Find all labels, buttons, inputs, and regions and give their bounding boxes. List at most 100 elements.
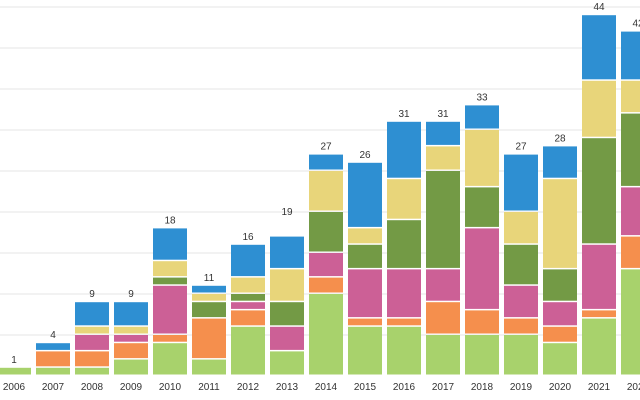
bar-segment — [621, 113, 640, 186]
bar-segment — [270, 302, 304, 326]
total-labels: 1 4 9 9 18 11 16 19 27 26 31 31 33 27 28 44 42 — [11, 2, 640, 366]
bar-segment — [543, 269, 577, 301]
bar-segment — [348, 269, 382, 318]
bar-segment — [465, 310, 499, 334]
bar-segment — [231, 326, 265, 375]
bar-segment — [621, 31, 640, 80]
bar-segment — [504, 318, 538, 334]
bar-segment — [504, 212, 538, 244]
bar-segment — [192, 318, 226, 359]
total-label: 44 — [593, 2, 605, 13]
bar-segment — [75, 326, 109, 334]
total-label: 28 — [554, 133, 566, 144]
bar-segment — [114, 359, 148, 375]
total-label: 33 — [476, 92, 488, 103]
bar-segment — [543, 326, 577, 342]
total-label: 31 — [437, 109, 449, 120]
x-tick-label: 2016 — [393, 382, 416, 393]
x-tick-label: 2008 — [81, 382, 104, 393]
bar-segment — [192, 285, 226, 293]
bar-segment — [192, 359, 226, 375]
bar-segment — [270, 236, 304, 268]
bar-segment — [309, 171, 343, 211]
bar-segment — [231, 277, 265, 293]
bar-segment — [582, 318, 616, 375]
bar-segment — [465, 130, 499, 186]
bar-segment — [270, 326, 304, 350]
total-label: 27 — [515, 142, 527, 153]
bar-segment — [153, 343, 187, 375]
total-label: 27 — [320, 142, 332, 153]
bar-segment — [348, 244, 382, 268]
x-tick-label: 2017 — [432, 382, 455, 393]
bar-segment — [543, 302, 577, 326]
total-label: 18 — [164, 215, 176, 226]
bar-segment — [114, 326, 148, 334]
x-tick-label: 2022 — [627, 382, 640, 393]
bar-segment — [621, 269, 640, 375]
bar-segment — [504, 335, 538, 375]
bar-segment — [621, 80, 640, 113]
bar-segment — [387, 318, 421, 326]
bar-segment — [348, 318, 382, 326]
bar-segment — [387, 121, 421, 178]
bar-segment — [192, 302, 226, 318]
bar-segment — [543, 343, 577, 375]
x-tick-label: 2010 — [159, 382, 182, 393]
bar-segment — [153, 261, 187, 277]
bar-segment — [465, 105, 499, 129]
bar-segment — [465, 335, 499, 375]
bar-segments — [0, 15, 640, 375]
bar-segment — [426, 171, 460, 268]
bar-segment — [270, 269, 304, 301]
bar-segment — [426, 121, 460, 145]
total-label: 31 — [398, 109, 410, 120]
x-tick-label: 2018 — [471, 382, 494, 393]
x-tick-label: 2012 — [237, 382, 260, 393]
bar-segment — [387, 179, 421, 219]
bar-segment — [36, 343, 70, 350]
bar-segment — [543, 179, 577, 268]
bar-segment — [231, 244, 265, 277]
bar-segment — [75, 367, 109, 375]
x-axis-tick-labels: 2006 2007 2008 2009 2010 2011 2012 2013 2014 2015… — [3, 382, 640, 393]
bar-segment — [504, 154, 538, 211]
total-label: 4 — [50, 330, 56, 341]
bar-segment — [465, 228, 499, 309]
bar-segment — [114, 302, 148, 326]
bar-segment — [348, 162, 382, 227]
total-label: 9 — [128, 289, 134, 300]
bar-segment — [582, 310, 616, 318]
bar-segment — [231, 310, 265, 326]
bar-segment — [504, 285, 538, 318]
bar-segment — [309, 277, 343, 293]
bar-segment — [387, 326, 421, 375]
bar-segment — [114, 343, 148, 359]
x-tick-label: 2011 — [198, 382, 220, 393]
x-tick-label: 2021 — [588, 382, 611, 393]
total-label: 19 — [281, 207, 293, 218]
x-tick-label: 2020 — [549, 382, 572, 393]
bar-segment — [231, 302, 265, 309]
bar-segment — [465, 187, 499, 227]
x-tick-label: 2006 — [3, 382, 26, 393]
bar-segment — [270, 351, 304, 375]
bar-segment — [582, 15, 616, 80]
bar-segment — [309, 294, 343, 375]
bar-segment — [426, 146, 460, 170]
bar-segment — [75, 302, 109, 326]
total-label: 11 — [204, 273, 215, 284]
bar-segment — [582, 80, 616, 137]
bar-segment — [582, 244, 616, 309]
bar-segment — [309, 212, 343, 252]
x-tick-label: 2009 — [120, 382, 143, 393]
bar-segment — [153, 335, 187, 342]
total-label: 9 — [89, 289, 95, 300]
total-label: 1 — [11, 355, 17, 366]
bar-segment — [348, 326, 382, 375]
total-label: 16 — [242, 232, 254, 243]
bar-segment — [309, 253, 343, 277]
bar-segment — [387, 269, 421, 318]
bar-segment — [153, 285, 187, 334]
